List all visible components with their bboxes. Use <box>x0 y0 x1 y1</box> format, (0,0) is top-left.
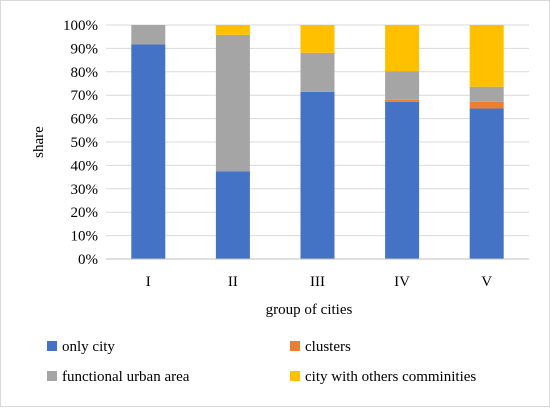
x-tick-label: II <box>228 274 238 290</box>
x-tick-label: I <box>146 274 151 290</box>
y-tick-label: 60% <box>71 112 99 128</box>
bar-city-with-others-comminities-II <box>215 25 250 35</box>
x-tick-label: V <box>481 274 492 290</box>
y-tick-label: 0% <box>78 252 98 268</box>
y-tick-label: 70% <box>71 88 99 104</box>
bar-only-city-V <box>469 108 504 260</box>
y-tick-label: 10% <box>71 229 99 245</box>
bar-city-with-others-comminities-IV <box>385 25 420 72</box>
bar-city-with-others-comminities-V <box>469 25 504 87</box>
y-tick-label: 50% <box>71 135 99 151</box>
axes: 0%10%20%30%40%50%60%70%80%90%100%I II III I… <box>63 18 529 290</box>
bar-functional-urban-area-II <box>215 34 250 172</box>
x-tick-label: IV <box>394 274 410 290</box>
bar-city-with-others-comminities-III <box>300 25 335 53</box>
legend-swatch <box>47 341 57 351</box>
x-axis-title: group of cities <box>266 302 353 318</box>
legend-label: functional urban area <box>62 369 190 385</box>
y-tick-label: 40% <box>71 158 99 174</box>
y-tick-label: 100% <box>63 18 98 34</box>
legend-swatch <box>290 371 300 381</box>
x-tick-label: III <box>310 274 325 290</box>
y-axis-title: share <box>31 126 47 158</box>
bar-clusters-IV <box>385 99 420 102</box>
bar-functional-urban-area-IV <box>385 71 420 100</box>
legend-label: only city <box>62 339 115 355</box>
bar-functional-urban-area-V <box>469 86 504 102</box>
bar-clusters-V <box>469 101 504 109</box>
legend-swatch <box>290 341 300 351</box>
bars <box>131 25 504 260</box>
bar-only-city-III <box>300 91 335 259</box>
legend-label: clusters <box>305 339 351 355</box>
y-tick-label: 30% <box>71 182 99 198</box>
bar-only-city-IV <box>385 101 420 259</box>
y-tick-label: 20% <box>71 205 99 221</box>
bar-only-city-I <box>131 44 166 260</box>
legend: only city clusters functional urban area ci… <box>47 339 476 385</box>
bar-functional-urban-area-I <box>131 25 166 45</box>
legend-swatch <box>47 371 57 381</box>
legend-label: city with others comminities <box>305 369 476 385</box>
bar-functional-urban-area-III <box>300 52 335 92</box>
y-tick-label: 90% <box>71 41 99 57</box>
bar-only-city-II <box>215 171 250 259</box>
y-tick-label: 80% <box>71 65 99 81</box>
